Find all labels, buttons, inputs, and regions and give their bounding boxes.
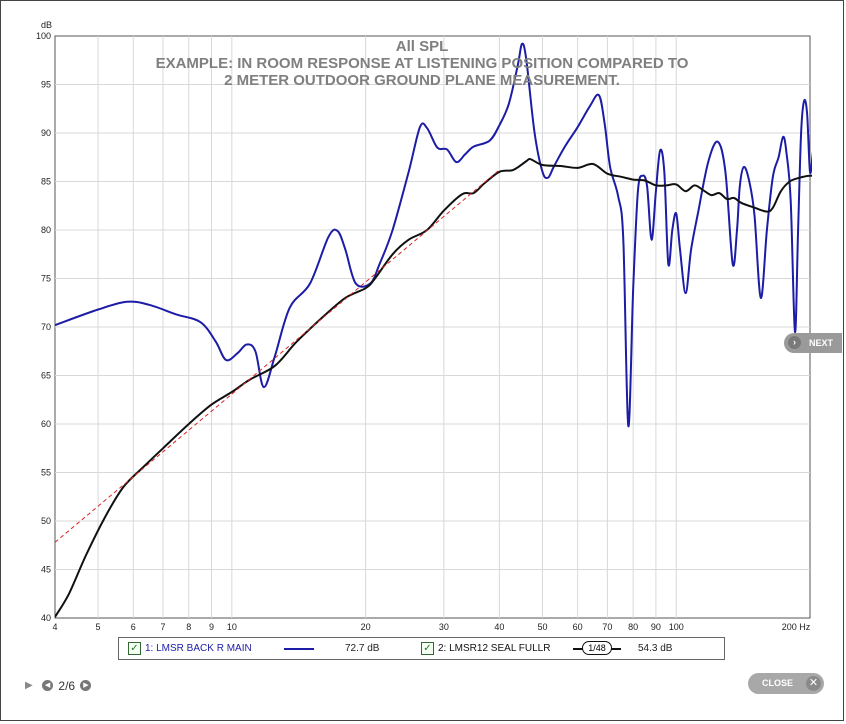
chart-subtitle-line-1: EXAMPLE: IN ROOM RESPONSE AT LISTENING P… — [156, 55, 689, 72]
legend-label-1: 1: LMSR BACK R MAIN — [145, 643, 252, 654]
series-line-1 — [55, 42, 812, 427]
y-tick-label: 45 — [41, 565, 51, 575]
close-icon: ✕ — [806, 676, 821, 691]
next-label: NEXT — [809, 338, 834, 348]
x-tick-label: 10 — [227, 622, 237, 632]
legend-value-1: 72.7 dB — [345, 643, 380, 654]
y-tick-label: 85 — [41, 177, 51, 187]
legend-checkbox-2[interactable]: ✓ — [421, 642, 434, 655]
x-tick-label: 90 — [651, 622, 661, 632]
y-axis-label: dB — [41, 20, 52, 30]
series-layer — [55, 42, 812, 618]
prev-icon[interactable]: ◀ — [42, 680, 54, 692]
axis-ticks: 4 5 6 7 8 9 10 20 30 40 50 60 70 80 90 100 200 Hz4045505… — [36, 31, 811, 632]
y-tick-label: 40 — [41, 613, 51, 623]
page-indicator: 2/6 — [58, 678, 76, 693]
legend-swatch-1 — [284, 648, 314, 650]
grid — [55, 36, 810, 618]
x-tick-label: 7 — [160, 622, 165, 632]
x-tick-label: 50 — [537, 622, 547, 632]
x-tick-label: 60 — [573, 622, 583, 632]
x-tick-label: 9 — [209, 622, 214, 632]
x-tick-label: 4 — [52, 622, 57, 632]
series-line-3 — [55, 169, 500, 543]
legend-checkbox-1[interactable]: ✓ — [128, 642, 141, 655]
close-button[interactable]: CLOSE ✕ — [748, 673, 824, 694]
y-tick-label: 90 — [41, 128, 51, 138]
next-page-icon[interactable]: ▶ — [80, 680, 92, 692]
x-tick-label: 30 — [439, 622, 449, 632]
legend-label-2: 2: LMSR12 SEAL FULLR — [438, 643, 551, 654]
y-tick-label: 100 — [36, 31, 51, 41]
x-tick-label: 8 — [186, 622, 191, 632]
y-tick-label: 60 — [41, 419, 51, 429]
x-tick-label: 70 — [602, 622, 612, 632]
legend: ✓ 1: LMSR BACK R MAIN 72.7 dB ✓ 2: LMSR1… — [118, 637, 725, 660]
close-label: CLOSE — [762, 678, 794, 688]
legend-value-2: 54.3 dB — [638, 643, 673, 654]
x-tick-label: 80 — [628, 622, 638, 632]
y-tick-label: 95 — [41, 80, 51, 90]
chart-subtitle-line-2: 2 METER OUTDOOR GROUND PLANE MEASUREMENT… — [224, 72, 620, 89]
y-tick-label: 75 — [41, 274, 51, 284]
y-tick-label: 65 — [41, 371, 51, 381]
pager: ▶ ◀ 2/6 ▶ — [25, 678, 93, 693]
smoothing-indicator[interactable]: 1/48 — [582, 641, 612, 655]
x-tick-label: 20 — [361, 622, 371, 632]
play-icon[interactable]: ▶ — [25, 680, 33, 692]
y-tick-label: 50 — [41, 516, 51, 526]
x-tick-label: 200 Hz — [782, 622, 811, 632]
y-tick-label: 55 — [41, 468, 51, 478]
x-tick-label: 100 — [669, 622, 684, 632]
x-tick-label: 40 — [494, 622, 504, 632]
series-line-2 — [55, 157, 812, 618]
y-tick-label: 80 — [41, 225, 51, 235]
chart-title: All SPL — [396, 38, 449, 55]
next-button[interactable]: › NEXT — [784, 333, 842, 353]
chevron-right-icon: › — [788, 336, 801, 349]
x-tick-label: 5 — [96, 622, 101, 632]
y-tick-label: 70 — [41, 322, 51, 332]
x-tick-label: 6 — [131, 622, 136, 632]
